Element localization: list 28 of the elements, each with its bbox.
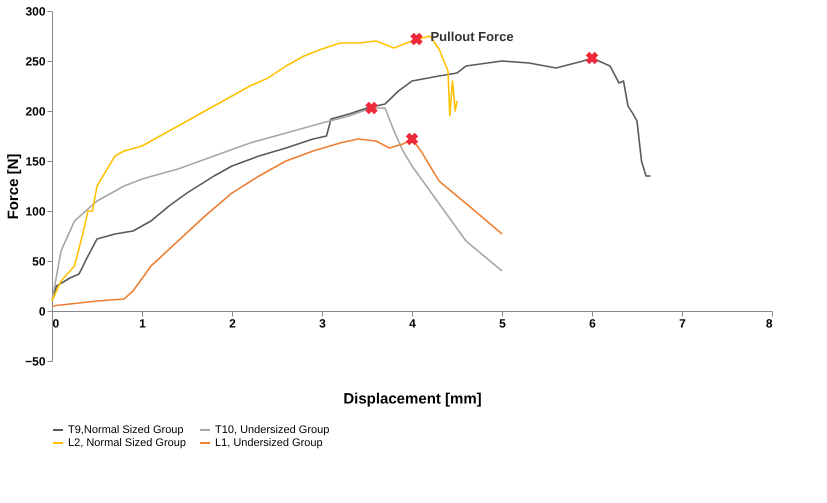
x-tick-label: 8 — [766, 316, 773, 330]
legend-label: L1, Undersized Group — [215, 437, 323, 449]
x-tick-label: 5 — [499, 316, 506, 330]
annotation: Pullout Force — [430, 29, 514, 44]
y-tick-label: 300 — [25, 4, 46, 18]
x-tick-label: 7 — [679, 316, 686, 330]
x-tick-label: 6 — [589, 316, 596, 330]
y-tick-label: 100 — [25, 204, 46, 218]
y-tick-label: −50 — [25, 354, 46, 368]
y-axis-title: Force [N] — [5, 154, 22, 220]
x-tick-label: 3 — [319, 316, 326, 330]
legend-label: T10, Undersized Group — [215, 424, 330, 436]
point — [406, 132, 418, 146]
y-tick-label: 200 — [25, 104, 46, 118]
legend-label: T9,Normal Sized Group — [68, 424, 184, 436]
x-tick-label: 1 — [139, 316, 146, 330]
y-tick-label: 50 — [32, 254, 46, 268]
y-tick-label: 0 — [38, 304, 46, 318]
point — [365, 102, 378, 114]
x-axis-title: Displacement [mm] — [343, 390, 482, 408]
y-tick-label: 150 — [25, 154, 46, 168]
point — [586, 52, 598, 64]
x-tick-label: 2 — [229, 316, 236, 330]
legend-label: L2, Normal Sized Group — [68, 437, 186, 449]
point — [410, 32, 423, 46]
y-tick-label: 250 — [25, 54, 46, 68]
x-tick-label: 4 — [409, 316, 416, 330]
x-tick-label: 0 — [52, 316, 60, 330]
